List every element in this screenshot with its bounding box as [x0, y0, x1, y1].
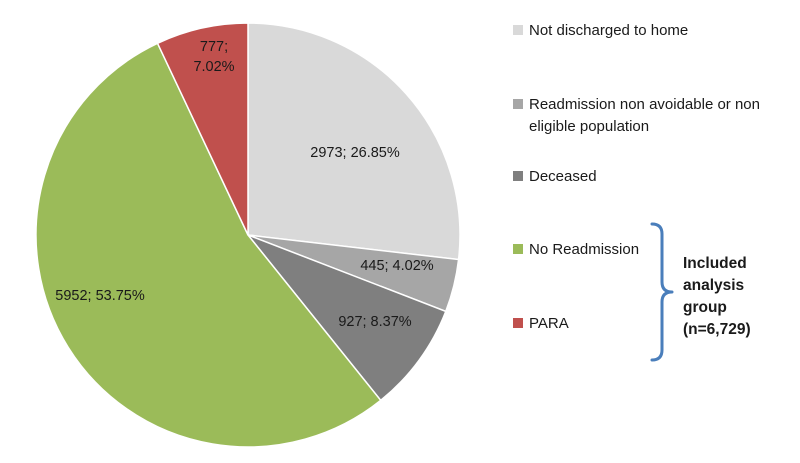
pie-slice-deceased: [245, 233, 447, 402]
slice-data-label: 5952; 53.75%: [55, 288, 145, 304]
legend-swatch: [513, 171, 523, 181]
legend-swatch: [513, 99, 523, 109]
legend-label: Deceased: [529, 168, 597, 185]
pie-slice-not-discharged-to-home: [247, 22, 461, 261]
legend-label: No Readmission: [529, 241, 640, 258]
slice-data-label: 445; 4.02%: [360, 258, 433, 274]
legend-item-no-readmission: No Readmission: [513, 239, 639, 261]
slice-data-label: 777; 7.02%: [193, 39, 234, 75]
legend-swatch: [513, 318, 523, 328]
slice-data-label: 927; 8.37%: [338, 314, 411, 330]
pie-slice-para: [156, 22, 249, 236]
group-bracket: [650, 222, 674, 362]
legend-label: PARA: [529, 315, 569, 332]
pie-slice-no-readmission: [35, 42, 382, 448]
legend-item-deceased: Deceased: [513, 166, 597, 188]
legend-swatch: [513, 244, 523, 254]
legend-item-not-discharged: Not discharged to home: [513, 20, 688, 42]
legend-label: Not discharged to home: [529, 22, 689, 39]
legend: Not discharged to home Readmission non a…: [513, 20, 800, 460]
slice-data-label: 2973; 26.85%: [310, 145, 400, 161]
legend-label: Readmission non avoidable or non eligibl…: [529, 96, 760, 135]
included-analysis-group-label: Included analysis group (n=6,729): [683, 255, 751, 338]
legend-item-readmission-non-avoidable: Readmission non avoidable or non eligibl…: [513, 94, 760, 138]
legend-swatch: [513, 25, 523, 35]
pie-chart: 2973; 26.85% 445; 4.02% 927; 8.37% 5952; 53…: [35, 22, 461, 448]
legend-item-para: PARA: [513, 313, 569, 335]
